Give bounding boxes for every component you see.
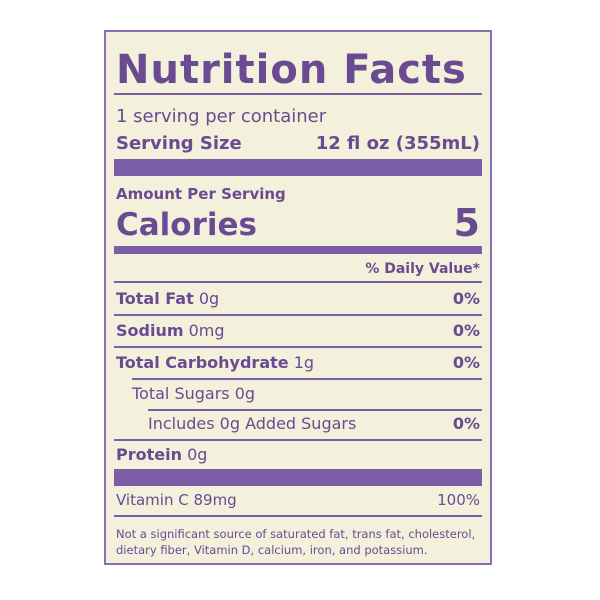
nutrient-name: Total Carbohydrate	[116, 353, 289, 372]
daily-value: 0%	[452, 414, 480, 433]
nutrient-amount: 0g	[198, 289, 220, 308]
nutrient-amount: 1g	[293, 353, 315, 372]
nutrient-amount: 0mg	[188, 321, 225, 340]
nutrient-line: Protein 0g	[116, 447, 207, 463]
vitamin-amount: 89mg	[193, 491, 237, 509]
vitamin-line: Vitamin C 89mg	[116, 493, 237, 508]
daily-value-heading: % Daily Value*	[365, 261, 480, 277]
nutrient-name: Total Fat	[116, 289, 194, 308]
rule	[114, 439, 482, 441]
nutrient-name: Includes 0g Added Sugars	[148, 414, 357, 433]
nutrient-amount: 0g	[234, 384, 256, 403]
serving-size-label: Serving Size	[116, 133, 242, 154]
daily-value: 0%	[452, 321, 480, 340]
rule	[148, 409, 482, 411]
daily-value: 100%	[437, 491, 480, 509]
nutrient-name: Sodium	[116, 321, 184, 340]
nutrient-name: Total Sugars	[132, 384, 230, 403]
vitamin-name: Vitamin C	[116, 491, 189, 509]
nutrient-name: Protein	[116, 445, 182, 464]
calories-label: Calories	[116, 207, 257, 243]
title: Nutrition Facts	[116, 47, 467, 93]
daily-value: 0%	[452, 353, 480, 372]
rule	[114, 246, 482, 254]
rule	[114, 515, 482, 517]
nutrient-line: Total Fat 0g	[116, 291, 219, 307]
calories-value: 5	[453, 201, 480, 245]
rule	[114, 346, 482, 348]
nutrition-label: Nutrition Facts 1 serving per container …	[104, 30, 492, 565]
rule	[114, 469, 482, 486]
nutrient-line: Includes 0g Added Sugars	[148, 416, 356, 432]
daily-value: 0%	[452, 289, 480, 308]
rule	[114, 281, 482, 283]
nutrient-line: Total Sugars 0g	[132, 386, 255, 402]
rule	[132, 378, 482, 380]
rule	[114, 159, 482, 176]
rule	[114, 314, 482, 316]
nutrient-line: Total Carbohydrate 1g	[116, 355, 314, 371]
rule	[114, 93, 482, 95]
nutrient-amount: 0g	[187, 445, 208, 464]
footnote: Not a significant source of saturated fa…	[116, 527, 476, 541]
servings-per-container: 1 serving per container	[116, 106, 327, 127]
footnote: dietary fiber, Vitamin D, calcium, iron,…	[116, 543, 428, 557]
nutrient-line: Sodium 0mg	[116, 323, 225, 339]
serving-size-value: 12 fl oz (355mL)	[315, 133, 480, 154]
amount-heading: Amount Per Serving	[116, 185, 286, 203]
